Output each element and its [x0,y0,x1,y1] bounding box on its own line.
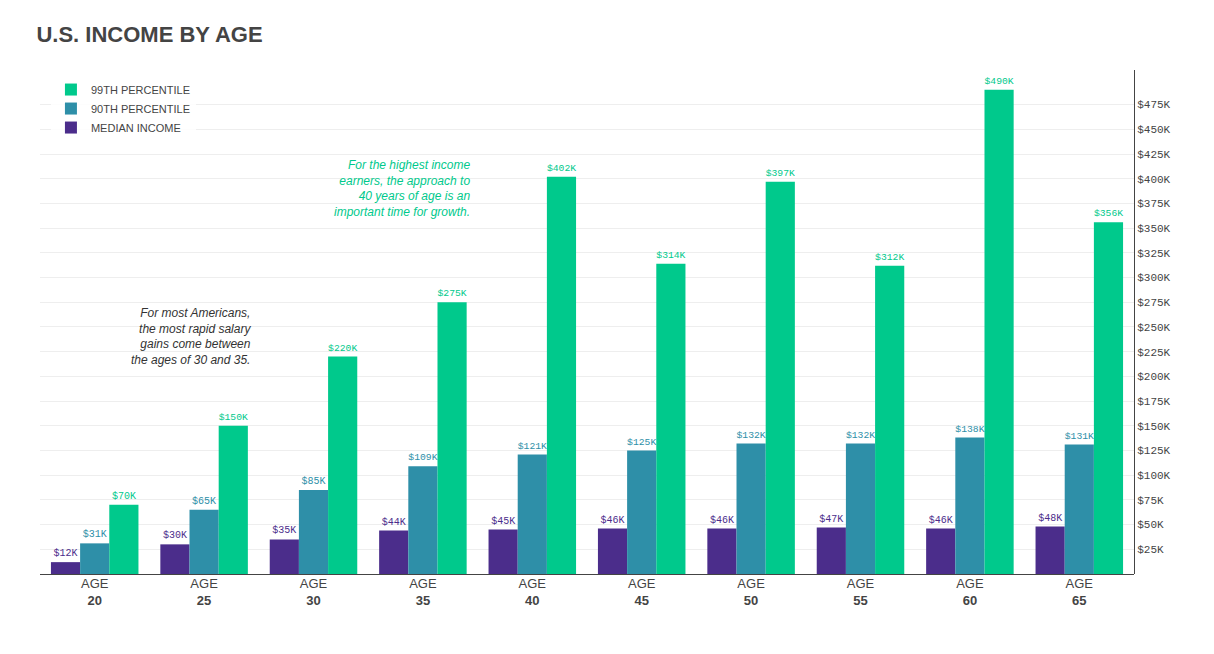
svg-text:99TH PERCENTILE: 99TH PERCENTILE [91,84,190,96]
svg-text:U.S. INCOME BY AGE: U.S. INCOME BY AGE [36,22,262,47]
svg-text:AGE30: AGE30 [300,576,328,608]
svg-text:$250K: $250K [1137,322,1170,334]
svg-text:AGE35: AGE35 [409,576,437,608]
svg-text:AGE60: AGE60 [956,576,984,608]
svg-text:$225K: $225K [1137,347,1170,359]
svg-text:$300K: $300K [1137,272,1170,284]
svg-text:For most Americans,the most ra: For most Americans,the most rapid salary… [131,306,251,367]
svg-text:$132K: $132K [846,430,875,441]
svg-text:$425K: $425K [1137,149,1170,161]
svg-text:$275K: $275K [1137,297,1170,309]
svg-text:$490K: $490K [985,76,1014,87]
svg-text:$220K: $220K [328,343,357,354]
svg-text:AGE50: AGE50 [737,576,765,608]
svg-text:90TH PERCENTILE: 90TH PERCENTILE [91,103,190,115]
svg-text:$31K: $31K [83,529,107,540]
svg-text:$100K: $100K [1137,470,1170,482]
svg-text:$150K: $150K [219,412,248,423]
svg-text:AGE65: AGE65 [1066,576,1094,608]
svg-text:$400K: $400K [1137,174,1170,186]
svg-text:$314K: $314K [656,250,685,261]
svg-text:$175K: $175K [1137,396,1170,408]
svg-text:$46K: $46K [710,515,734,526]
svg-text:$44K: $44K [382,517,406,528]
svg-text:AGE25: AGE25 [190,576,218,608]
svg-text:$25K: $25K [1137,544,1164,556]
svg-text:$475K: $475K [1137,99,1170,111]
svg-text:$397K: $397K [766,168,795,179]
svg-text:$312K: $312K [875,252,904,263]
svg-text:$150K: $150K [1137,421,1170,433]
svg-text:$46K: $46K [929,515,953,526]
svg-text:$350K: $350K [1137,223,1170,235]
svg-text:$125K: $125K [627,437,656,448]
svg-text:$85K: $85K [301,476,325,487]
svg-text:$125K: $125K [1137,445,1170,457]
svg-text:$35K: $35K [272,525,296,536]
svg-text:$12K: $12K [54,548,78,559]
svg-text:$109K: $109K [408,452,437,463]
svg-text:AGE55: AGE55 [847,576,875,608]
svg-text:$47K: $47K [819,514,843,525]
svg-text:AGE40: AGE40 [519,576,547,608]
svg-text:$65K: $65K [192,496,216,507]
svg-text:$375K: $375K [1137,198,1170,210]
svg-text:$45K: $45K [491,516,515,527]
svg-text:AGE20: AGE20 [81,576,109,608]
svg-text:$46K: $46K [601,515,625,526]
svg-text:$70K: $70K [112,491,136,502]
svg-text:$275K: $275K [438,288,467,299]
svg-text:$75K: $75K [1137,495,1164,507]
svg-text:$138K: $138K [955,424,984,435]
svg-text:$450K: $450K [1137,124,1170,136]
svg-text:$402K: $402K [547,163,576,174]
svg-text:$132K: $132K [737,430,766,441]
svg-text:$200K: $200K [1137,371,1170,383]
svg-text:$30K: $30K [163,530,187,541]
svg-text:$356K: $356K [1094,208,1123,219]
svg-text:$50K: $50K [1137,519,1164,531]
svg-text:MEDIAN INCOME: MEDIAN INCOME [91,122,181,134]
svg-text:$325K: $325K [1137,248,1170,260]
svg-text:$131K: $131K [1065,431,1094,442]
svg-text:For the highest incomeearners,: For the highest incomeearners, the appro… [334,158,470,219]
svg-text:$121K: $121K [518,441,547,452]
svg-text:AGE45: AGE45 [628,576,656,608]
svg-text:$48K: $48K [1038,513,1062,524]
